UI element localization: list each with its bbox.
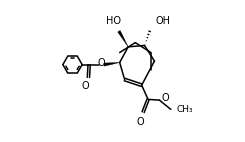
Polygon shape	[104, 62, 120, 66]
Polygon shape	[118, 31, 128, 47]
Text: CH₃: CH₃	[176, 105, 193, 114]
Text: O: O	[161, 93, 169, 103]
Text: O: O	[136, 117, 144, 127]
Text: O: O	[98, 58, 105, 68]
Text: HO: HO	[106, 16, 121, 26]
Text: OH: OH	[155, 16, 170, 26]
Text: O: O	[81, 81, 89, 91]
